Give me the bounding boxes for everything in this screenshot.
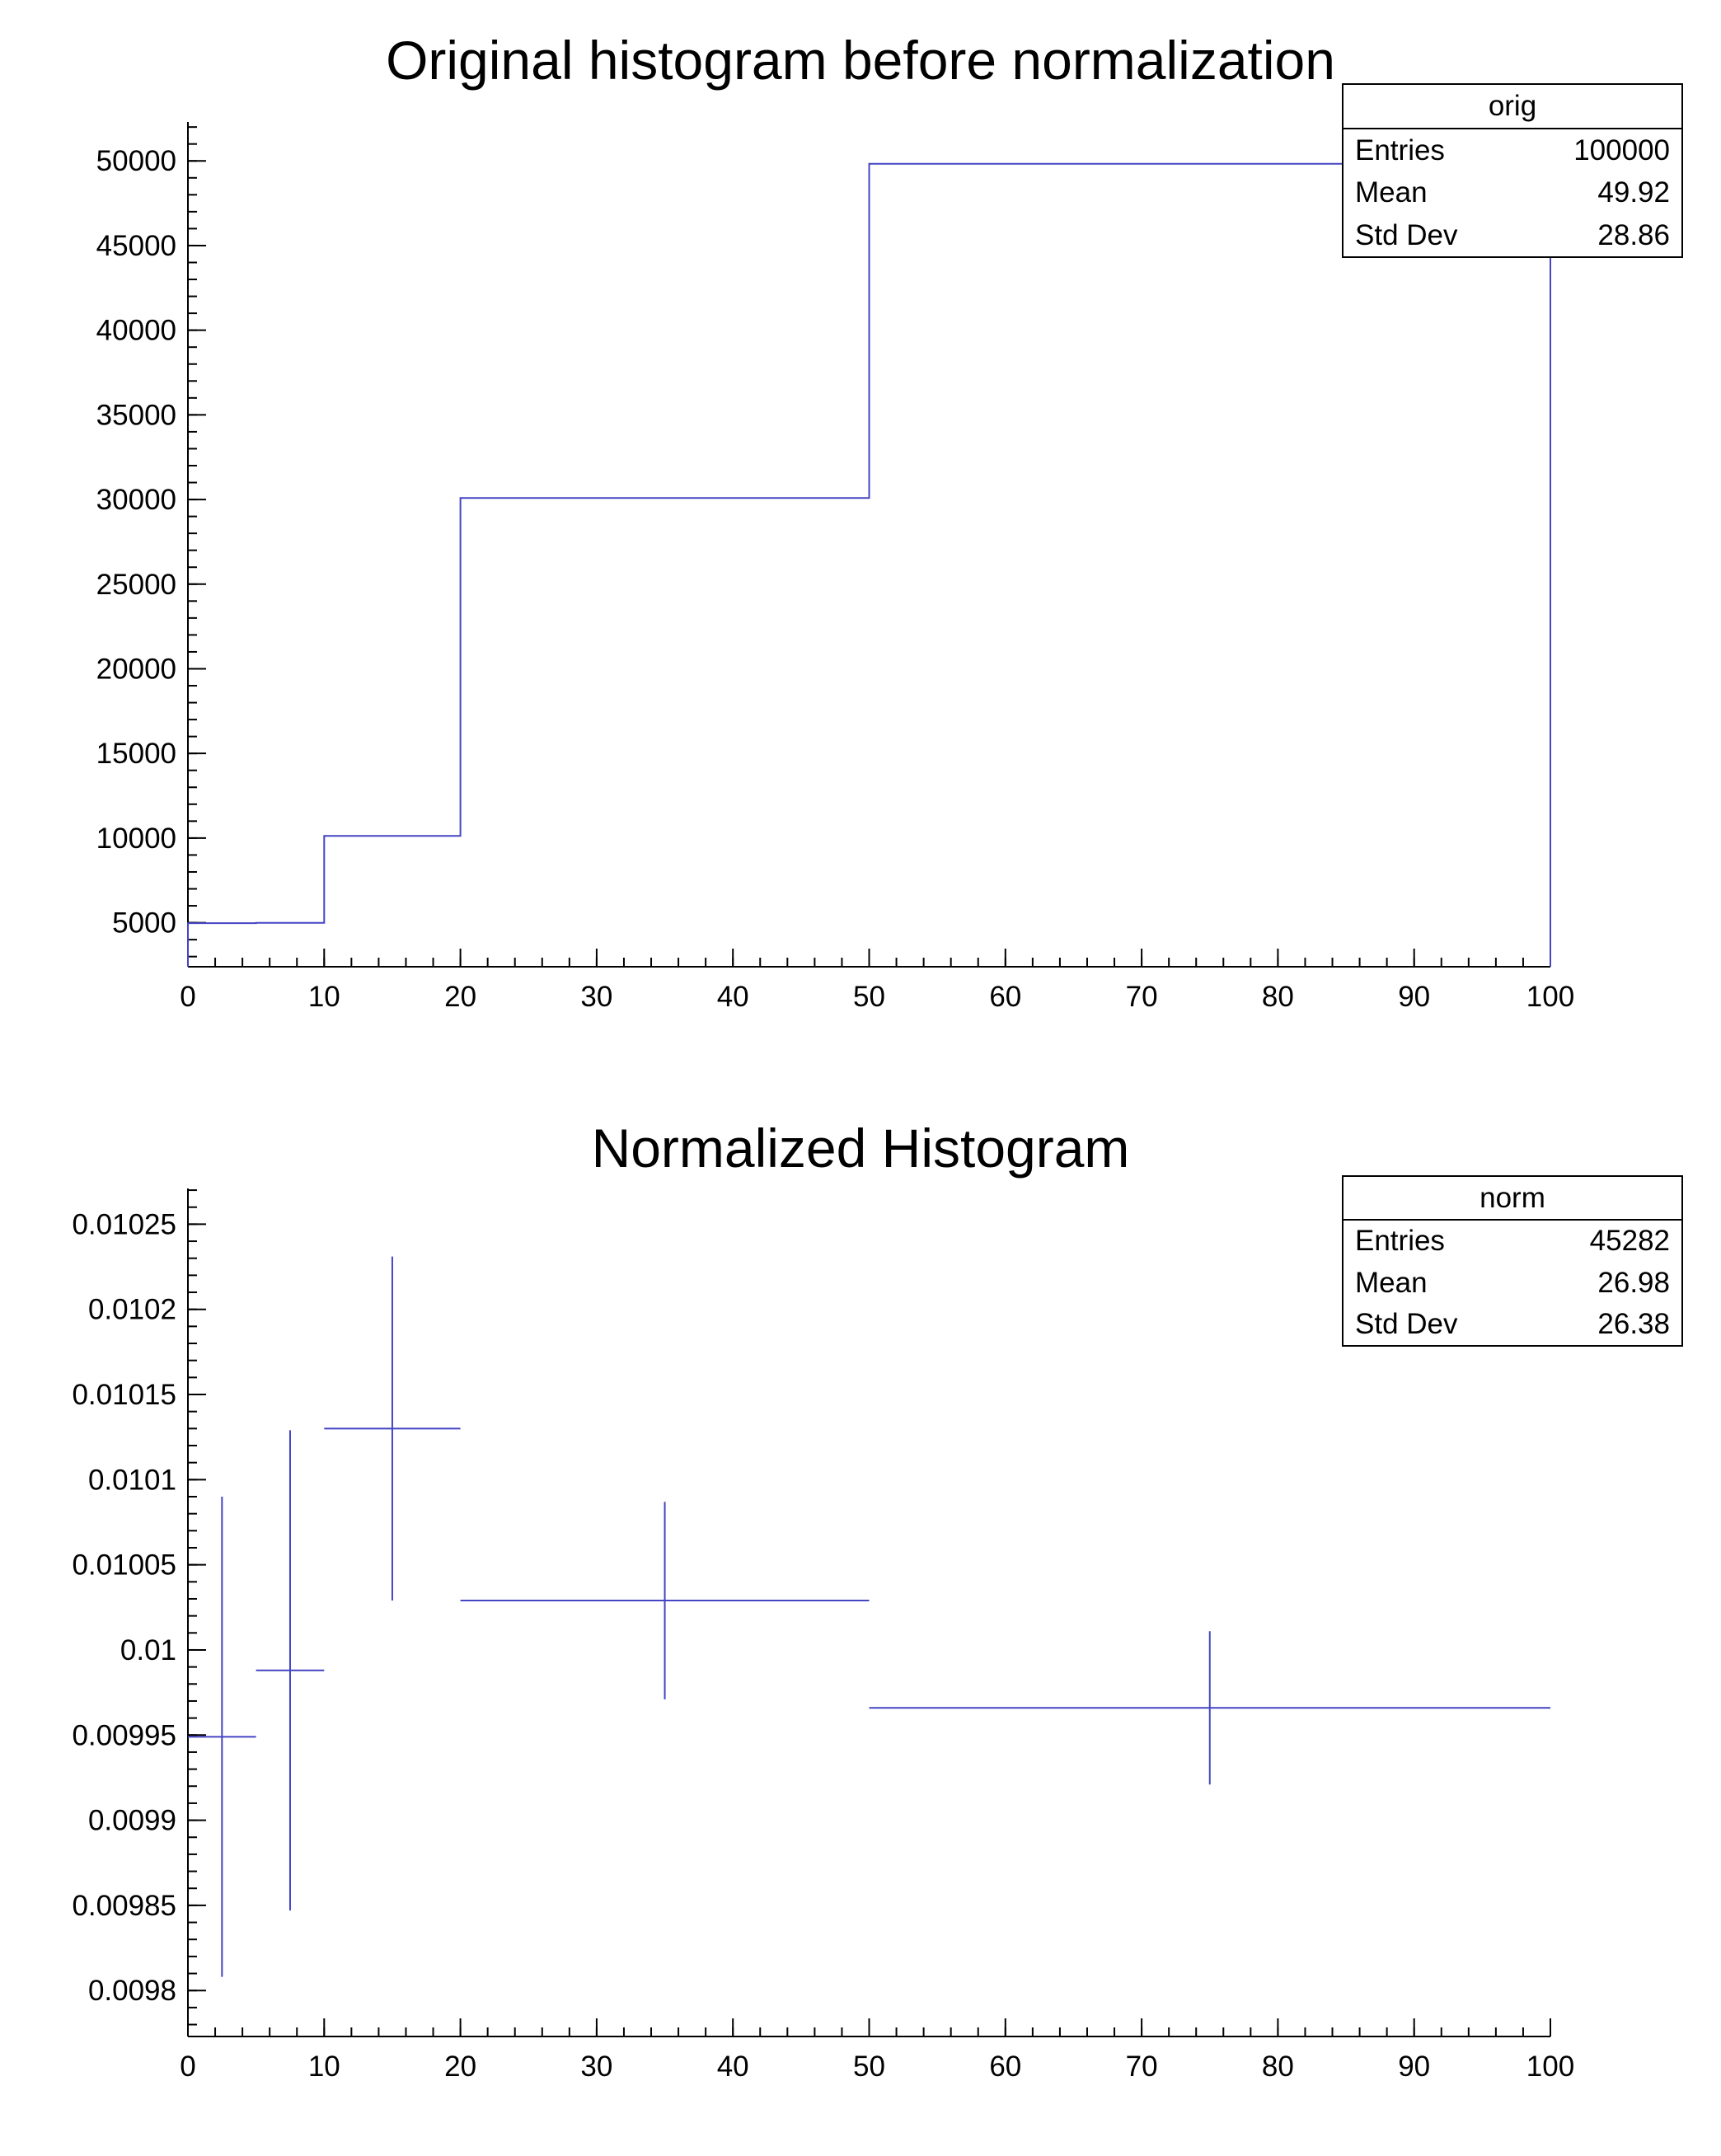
svg-text:50: 50 [853, 2051, 885, 2083]
svg-text:0.00995: 0.00995 [72, 1719, 176, 1751]
svg-text:70: 70 [1126, 981, 1158, 1013]
svg-text:0.01: 0.01 [120, 1634, 176, 1666]
svg-text:30000: 30000 [96, 484, 176, 516]
svg-text:0.01015: 0.01015 [72, 1379, 176, 1411]
svg-text:0.01025: 0.01025 [72, 1208, 176, 1240]
svg-text:5000: 5000 [112, 907, 176, 940]
svg-text:30: 30 [580, 981, 612, 1013]
stats-value-entries: 45282 [1589, 1225, 1670, 1258]
svg-text:70: 70 [1126, 2051, 1158, 2083]
stats-label-stddev: Std Dev [1355, 218, 1458, 251]
normalized-histogram-plot: 0 10 20 30 40 50 60 70 80 90 100 0.0098 0.00985 0.009… [72, 1188, 1574, 2083]
stats-row-stddev: Std Dev 28.86 [1344, 214, 1681, 257]
stats-label-mean: Mean [1355, 1266, 1428, 1299]
stats-label-entries: Entries [1355, 134, 1445, 166]
stats-value-mean: 49.92 [1597, 176, 1670, 209]
svg-text:0.0102: 0.0102 [88, 1294, 176, 1326]
svg-text:60: 60 [989, 981, 1021, 1013]
svg-text:100: 100 [1526, 981, 1574, 1013]
stats-row-entries: Entries 100000 [1344, 129, 1681, 172]
svg-text:80: 80 [1262, 2051, 1294, 2083]
stats-box-orig: orig Entries 100000 Mean 49.92 Std Dev 2… [1342, 83, 1683, 258]
stats-row-entries: Entries 45282 [1344, 1221, 1681, 1263]
svg-text:40: 40 [717, 2051, 749, 2083]
stats-title-orig: orig [1344, 85, 1681, 129]
svg-text:35000: 35000 [96, 399, 176, 431]
svg-text:60: 60 [989, 2051, 1021, 2083]
stats-label-mean: Mean [1355, 176, 1428, 209]
svg-text:100: 100 [1526, 2051, 1574, 2083]
svg-text:40000: 40000 [96, 315, 176, 347]
svg-text:20: 20 [444, 2051, 476, 2083]
svg-text:0.0101: 0.0101 [88, 1464, 176, 1496]
svg-text:90: 90 [1398, 981, 1430, 1013]
svg-text:0.01005: 0.01005 [72, 1549, 176, 1582]
svg-text:10000: 10000 [96, 823, 176, 855]
svg-text:0.0098: 0.0098 [88, 1975, 176, 2007]
svg-text:0: 0 [180, 2051, 195, 2083]
svg-text:90: 90 [1398, 2051, 1430, 2083]
svg-text:50000: 50000 [96, 145, 176, 177]
stats-label-entries: Entries [1355, 1225, 1445, 1258]
svg-text:0.0099: 0.0099 [88, 1805, 176, 1837]
stats-row-stddev: Std Dev 26.38 [1344, 1304, 1681, 1346]
chart-title-original: Original histogram before normalization [386, 30, 1335, 91]
svg-text:40: 40 [717, 981, 749, 1013]
original-histogram-panel: Original histogram before normalization … [96, 30, 1683, 1013]
stats-label-stddev: Std Dev [1355, 1308, 1458, 1341]
normalized-histogram-panel: Normalized Histogram 0 10 20 30 40 50 60 70 80 90… [0, 1078, 1721, 2156]
stats-value-mean: 26.98 [1597, 1266, 1670, 1299]
stats-value-stddev: 26.38 [1597, 1308, 1670, 1341]
svg-text:0: 0 [180, 981, 195, 1013]
stats-title-norm: norm [1344, 1177, 1681, 1221]
svg-text:15000: 15000 [96, 738, 176, 770]
svg-text:0.00985: 0.00985 [72, 1890, 176, 1922]
svg-text:45000: 45000 [96, 230, 176, 262]
svg-text:20: 20 [444, 981, 476, 1013]
svg-text:10: 10 [308, 981, 340, 1013]
stats-box-norm: norm Entries 45282 Mean 26.98 Std Dev 26… [1342, 1175, 1683, 1347]
svg-text:80: 80 [1262, 981, 1294, 1013]
svg-text:50: 50 [853, 981, 885, 1013]
svg-text:10: 10 [308, 2051, 340, 2083]
svg-text:20000: 20000 [96, 653, 176, 685]
stats-value-entries: 100000 [1573, 134, 1670, 166]
original-histogram-plot: 0 10 20 30 40 50 60 70 80 90 100 5000 10000 15000 2000… [96, 122, 1574, 1013]
stats-value-stddev: 28.86 [1597, 218, 1670, 251]
svg-text:30: 30 [580, 2051, 612, 2083]
stats-row-mean: Mean 49.92 [1344, 171, 1681, 214]
stats-row-mean: Mean 26.98 [1344, 1262, 1681, 1304]
svg-text:25000: 25000 [96, 569, 176, 601]
chart-title-normalized: Normalized Histogram [591, 1118, 1130, 1179]
